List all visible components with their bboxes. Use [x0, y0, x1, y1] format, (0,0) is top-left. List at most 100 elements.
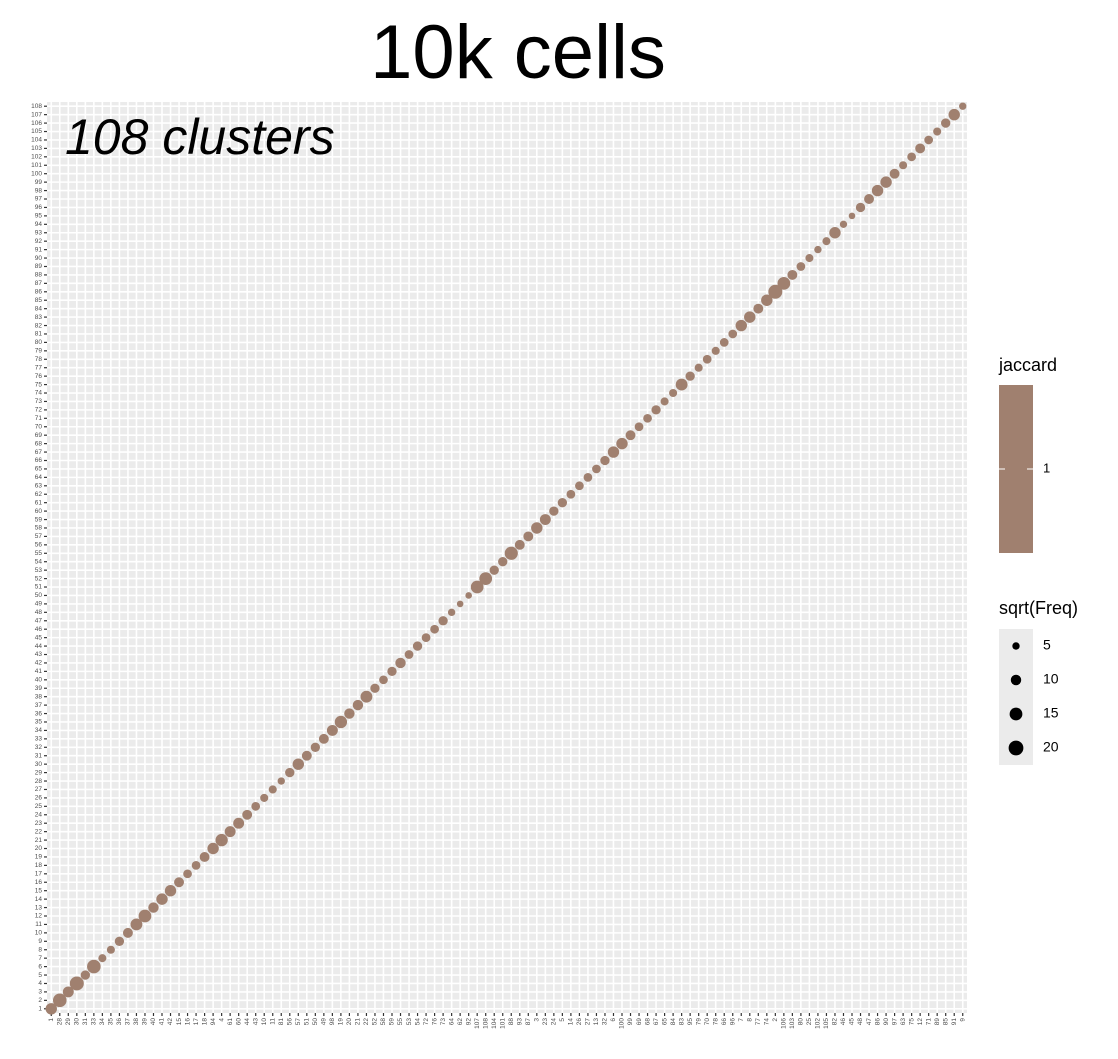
x-tick-label: 67 [653, 1018, 660, 1026]
x-tick-label: 36 [116, 1018, 123, 1026]
dot [251, 801, 261, 811]
dot [566, 489, 576, 499]
y-tick-label: 2 [38, 997, 42, 1004]
y-tick-label: 91 [35, 246, 43, 253]
y-tick-label: 65 [35, 466, 43, 473]
dot [106, 945, 115, 954]
dot [268, 785, 277, 794]
dot [719, 338, 729, 347]
dot [404, 650, 414, 659]
dot [360, 690, 373, 703]
y-tick-label: 88 [35, 272, 43, 279]
y-tick-label: 58 [35, 525, 43, 532]
dot [80, 970, 91, 980]
dot [174, 877, 184, 888]
y-tick-label: 13 [35, 904, 43, 911]
y-tick-label: 72 [35, 407, 43, 414]
dot [575, 481, 584, 491]
y-tick-label: 61 [35, 499, 43, 506]
x-tick-label: 58 [380, 1018, 387, 1026]
x-tick-label: 90 [883, 1018, 890, 1026]
y-tick-label: 24 [35, 811, 43, 818]
y-tick-label: 73 [35, 398, 43, 405]
y-tick-label: 63 [35, 483, 43, 490]
y-tick-label: 30 [35, 761, 43, 768]
x-tick-label: 8 [746, 1018, 753, 1022]
y-tick-label: 56 [35, 542, 43, 549]
y-tick-label: 57 [35, 533, 43, 540]
x-tick-label: 73 [440, 1018, 447, 1026]
x-tick-label: 79 [695, 1018, 702, 1026]
x-tick-label: 15 [176, 1018, 183, 1026]
dot [768, 284, 783, 299]
x-tick-label: 52 [372, 1018, 379, 1026]
dot [301, 750, 312, 761]
x-tick-label: 46 [840, 1018, 847, 1026]
y-tick-label: 12 [35, 913, 43, 920]
dot [447, 608, 456, 617]
y-tick-label: 22 [35, 828, 43, 835]
dot [334, 715, 348, 729]
x-tick-label: 17 [193, 1018, 200, 1026]
dot [787, 269, 798, 280]
x-tick-label: 64 [448, 1018, 455, 1026]
x-tick-label: 3 [534, 1018, 541, 1022]
plot-panel: 1 28 29 30 31 33 34 35 36 37 38 39 40 41 42 15 16 17 18 94 4… [31, 102, 967, 1029]
y-tick-label: 26 [35, 795, 43, 802]
y-tick-label: 11 [35, 921, 42, 928]
x-tick-label: 20 [346, 1018, 353, 1026]
x-tick-label: 53 [406, 1018, 413, 1026]
y-tick-label: 19 [35, 854, 43, 861]
dot [233, 817, 245, 829]
x-tick-label: 5 [559, 1018, 566, 1022]
x-tick-label: 103 [789, 1018, 796, 1029]
x-tick-label: 2 [772, 1018, 779, 1022]
dot [871, 184, 884, 197]
dot [777, 276, 791, 290]
x-tick-label: 44 [244, 1018, 251, 1026]
x-tick-label: 107 [474, 1018, 481, 1029]
x-tick-label: 24 [551, 1018, 558, 1026]
y-tick-label: 86 [35, 289, 43, 296]
x-tick-label: 72 [423, 1018, 430, 1026]
dot [941, 118, 951, 128]
y-tick-label: 33 [35, 736, 43, 743]
x-tick-label: 41 [159, 1018, 166, 1026]
y-tick-label: 81 [35, 331, 43, 338]
y-tick-label: 35 [35, 719, 43, 726]
x-tick-label: 43 [252, 1018, 259, 1026]
x-tick-label: 71 [925, 1018, 932, 1026]
x-tick-label: 60 [235, 1018, 242, 1026]
dot [694, 363, 703, 372]
y-tick-label: 80 [35, 339, 43, 346]
legend-dot [1009, 707, 1023, 721]
dot [191, 861, 201, 870]
x-tick-label: 40 [150, 1018, 157, 1026]
x-tick-label: 57 [295, 1018, 302, 1026]
dot [959, 102, 967, 110]
dot [326, 724, 338, 736]
dot [52, 993, 67, 1008]
x-tick-label: 26 [576, 1018, 583, 1026]
x-tick-label: 86 [874, 1018, 881, 1026]
y-tick-label: 7 [38, 955, 42, 962]
dot [889, 168, 900, 179]
y-tick-label: 8 [38, 946, 42, 953]
dot [625, 430, 636, 441]
dot [465, 592, 472, 599]
x-tick-label: 50 [312, 1018, 319, 1026]
x-tick-label: 30 [74, 1018, 81, 1026]
x-tick-label: 106 [781, 1018, 788, 1029]
dot [899, 161, 908, 170]
dot [814, 245, 822, 254]
y-tick-label: 94 [35, 221, 43, 228]
x-tick-label: 29 [65, 1018, 72, 1026]
y-tick-label: 85 [35, 297, 43, 304]
dot [848, 212, 856, 220]
x-tick-label: 19 [338, 1018, 345, 1026]
y-tick-label: 62 [35, 491, 43, 498]
y-tick-label: 55 [35, 550, 43, 557]
x-tick-label: 62 [457, 1018, 464, 1026]
dot [412, 641, 423, 651]
y-tick-label: 108 [31, 103, 42, 110]
